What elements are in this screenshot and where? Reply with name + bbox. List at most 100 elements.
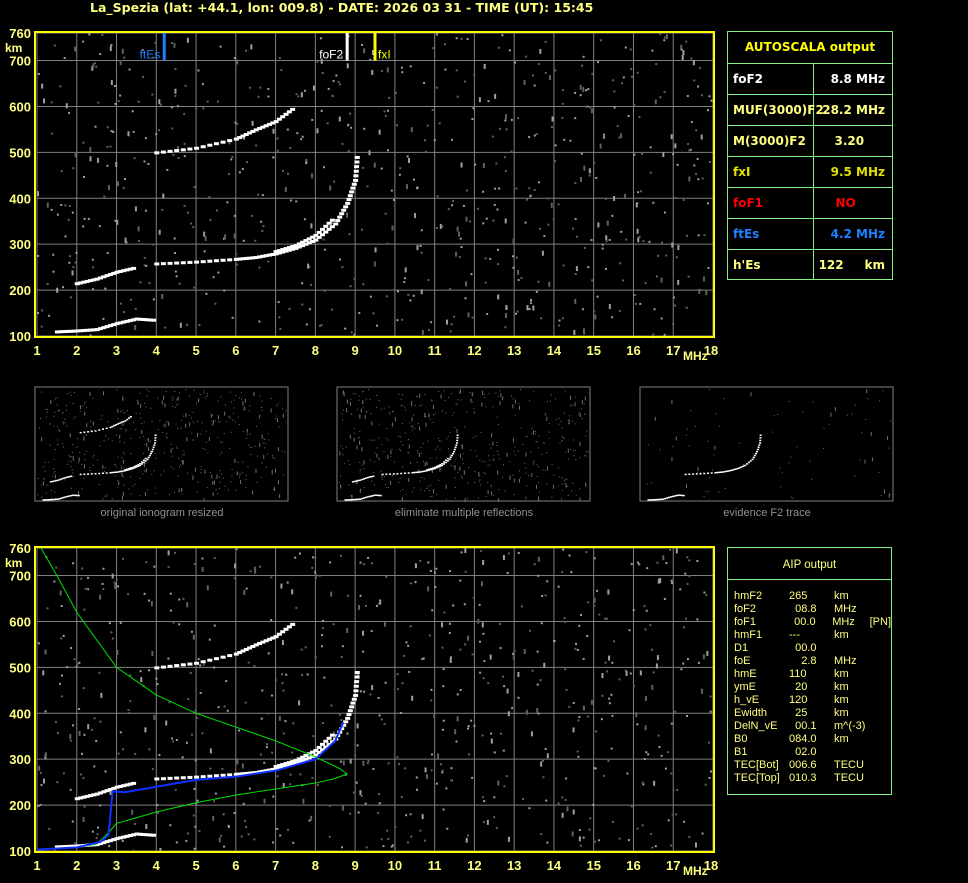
echo-trace — [734, 468, 737, 470]
noise-dot — [359, 414, 361, 419]
echo-trace — [303, 754, 309, 758]
noise-dot — [585, 451, 587, 453]
noise-dot — [274, 418, 276, 420]
noise-dot — [790, 456, 792, 458]
noise-dot — [156, 811, 159, 814]
noise-dot — [461, 477, 463, 479]
noise-dot — [558, 417, 560, 419]
noise-dot — [311, 173, 314, 179]
noise-dot — [401, 423, 403, 425]
noise-dot — [174, 390, 176, 392]
echo-trace — [339, 212, 345, 216]
noise-dot — [605, 617, 608, 620]
aip-cell: TECU — [834, 772, 864, 784]
echo-trace — [233, 652, 239, 656]
noise-dot — [513, 450, 515, 452]
echo-trace — [111, 471, 114, 474]
echo-trace — [71, 844, 77, 848]
noise-dot — [48, 827, 51, 830]
noise-dot — [71, 820, 74, 823]
echo-trace — [233, 772, 239, 776]
noise-dot — [37, 642, 40, 645]
x-tick-label: 15 — [586, 858, 600, 873]
noise-dot — [483, 800, 486, 803]
noise-dot — [178, 282, 181, 285]
noise-dot — [583, 403, 585, 405]
noise-dot — [490, 732, 493, 735]
echo-trace — [250, 129, 256, 133]
noise-dot — [516, 310, 519, 313]
noise-dot — [608, 697, 611, 700]
noise-dot — [500, 393, 502, 398]
noise-dot — [477, 207, 480, 210]
noise-dot — [823, 427, 825, 429]
echo-trace — [107, 273, 113, 277]
echo-trace — [194, 661, 200, 665]
noise-dot — [250, 44, 253, 50]
noise-dot — [214, 480, 216, 485]
noise-dot — [563, 437, 565, 439]
noise-dot — [586, 634, 589, 637]
noise-dot — [546, 580, 549, 583]
echo-trace — [422, 470, 425, 473]
echo-trace — [355, 498, 358, 501]
echo-trace — [137, 465, 140, 468]
noise-dot — [75, 495, 77, 497]
noise-dot — [114, 463, 116, 465]
noise-dot — [62, 423, 64, 425]
noise-dot — [124, 453, 126, 455]
noise-dot — [567, 448, 569, 453]
echo-trace — [257, 127, 263, 131]
noise-dot — [241, 763, 244, 769]
noise-dot — [457, 471, 459, 473]
x-tick-label: 10 — [388, 343, 402, 358]
noise-dot — [482, 390, 484, 395]
noise-dot — [359, 790, 362, 796]
noise-dot — [465, 216, 468, 222]
noise-dot — [91, 830, 94, 833]
noise-dot — [57, 731, 60, 734]
noise-dot — [236, 263, 239, 266]
noise-dot — [659, 96, 662, 99]
noise-dot — [515, 256, 518, 259]
noise-dot — [491, 135, 494, 138]
noise-dot — [340, 484, 342, 489]
noise-dot — [402, 444, 404, 446]
noise-dot — [406, 841, 409, 844]
echo-trace — [290, 622, 296, 626]
noise-dot — [531, 669, 534, 672]
x-tick-label: 5 — [192, 343, 199, 358]
noise-dot — [663, 39, 666, 42]
noise-dot — [178, 598, 181, 601]
noise-dot — [541, 454, 543, 456]
noise-dot — [44, 461, 46, 463]
noise-dot — [137, 100, 140, 103]
noise-dot — [470, 719, 473, 722]
aip-cell: 08.8 — [789, 603, 817, 615]
noise-dot — [472, 107, 475, 110]
noise-dot — [410, 127, 413, 133]
noise-dot — [378, 437, 380, 439]
noise-dot — [392, 475, 394, 477]
noise-dot — [564, 483, 566, 485]
noise-dot — [359, 461, 361, 463]
echo-trace — [688, 473, 691, 476]
echo-trace — [706, 472, 709, 474]
noise-dot — [445, 787, 448, 790]
noise-dot — [414, 581, 417, 584]
aip-cell — [872, 681, 891, 694]
noise-dot — [482, 821, 485, 824]
noise-dot — [122, 424, 124, 426]
echo-trace — [366, 496, 369, 498]
echo-trace — [55, 498, 58, 501]
echo-trace — [79, 431, 82, 434]
noise-dot — [330, 308, 333, 311]
noise-dot — [175, 275, 178, 278]
echo-trace — [357, 498, 360, 501]
noise-dot — [561, 102, 564, 105]
noise-dot — [192, 475, 194, 480]
noise-dot — [480, 432, 482, 434]
noise-dot — [101, 34, 104, 37]
noise-dot — [181, 489, 183, 491]
noise-dot — [53, 458, 55, 460]
